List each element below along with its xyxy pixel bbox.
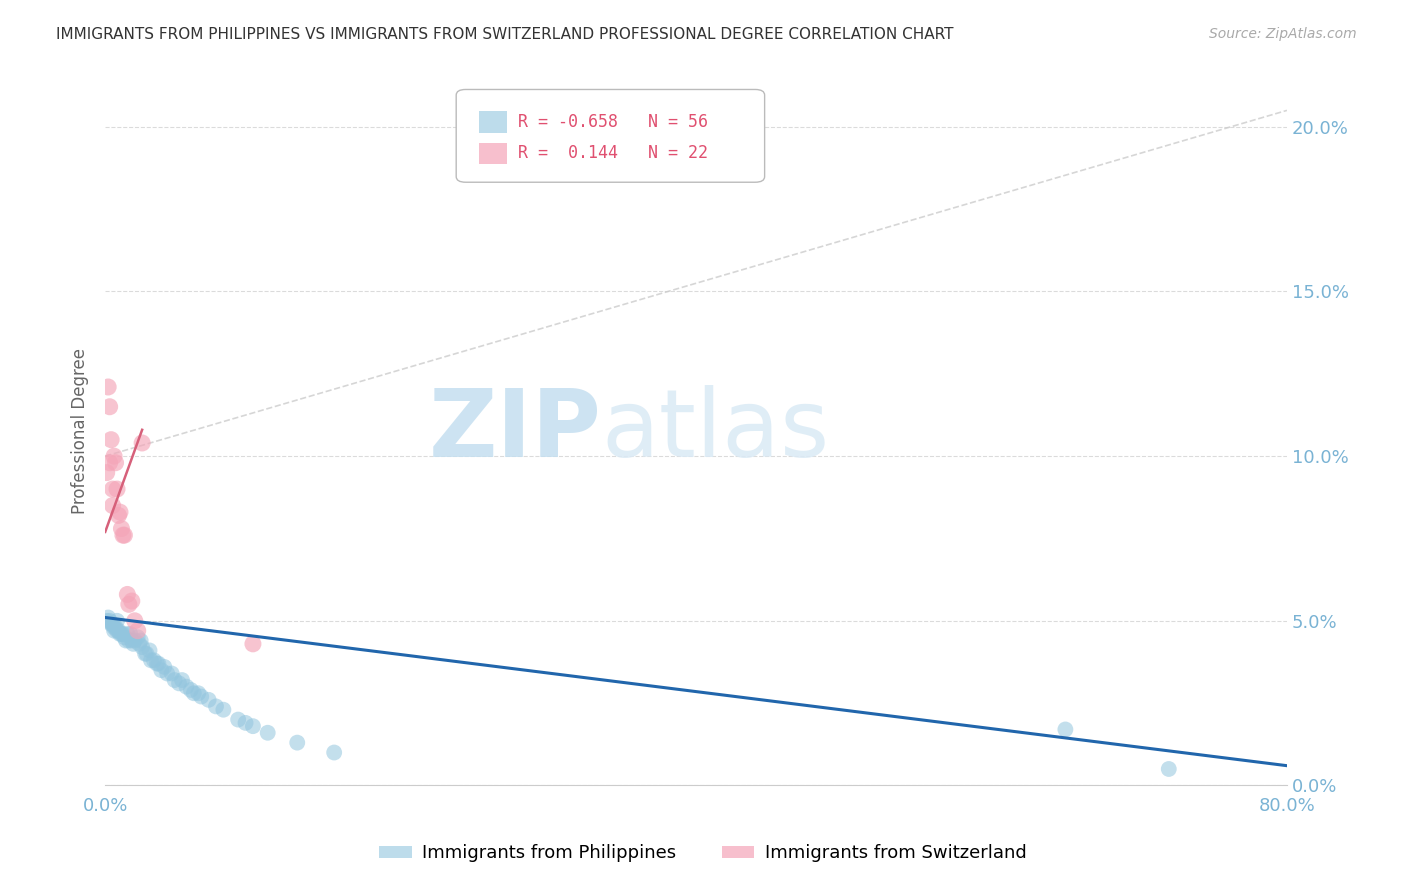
Point [108,627,131,641]
Point [98,456,121,470]
Y-axis label: Professional Degree: Professional Degree [72,349,89,515]
Point [105,482,128,496]
Point [121,594,143,608]
Point [96,466,118,480]
Point [104,456,127,470]
Point [103,624,125,638]
Point [127,630,149,644]
Point [167,676,190,690]
Point [131,436,153,450]
Point [115,633,138,648]
Point [187,686,209,700]
Point [170,673,193,687]
Point [139,653,162,667]
Point [138,643,160,657]
Point [242,719,264,733]
Point [163,673,186,687]
Point [131,640,153,654]
Text: atlas: atlas [602,385,830,477]
Point [146,657,169,671]
Point [104,620,127,634]
Point [101,617,124,632]
Point [122,637,145,651]
Point [124,614,146,628]
FancyBboxPatch shape [478,112,508,133]
Point [103,620,125,634]
Text: R = -0.658   N = 56: R = -0.658 N = 56 [517,113,707,131]
Point [124,633,146,648]
Point [112,528,135,542]
Point [285,736,308,750]
Point [120,627,142,641]
Point [183,686,205,700]
Point [107,508,129,523]
Point [129,633,152,648]
Point [97,610,120,624]
Point [180,682,202,697]
Point [96,614,118,628]
Point [110,627,132,641]
Point [118,633,141,648]
Point [153,660,176,674]
Point [150,663,173,677]
Text: R =  0.144   N = 22: R = 0.144 N = 22 [517,145,707,162]
Point [190,690,212,704]
Point [105,624,128,638]
Point [108,505,131,519]
Point [235,715,257,730]
Point [1157,762,1180,776]
Point [101,482,124,496]
Point [176,680,198,694]
Point [100,433,122,447]
Point [127,624,149,638]
Point [134,647,156,661]
Text: IMMIGRANTS FROM PHILIPPINES VS IMMIGRANTS FROM SWITZERLAND PROFESSIONAL DEGREE C: IMMIGRANTS FROM PHILIPPINES VS IMMIGRANT… [56,27,953,42]
FancyBboxPatch shape [478,143,508,164]
Point [100,617,122,632]
Point [160,666,183,681]
Legend: Immigrants from Philippines, Immigrants from Switzerland: Immigrants from Philippines, Immigrants … [373,838,1033,870]
Point [135,647,157,661]
Text: Source: ZipAtlas.com: Source: ZipAtlas.com [1209,27,1357,41]
Point [107,624,129,638]
FancyBboxPatch shape [456,89,765,182]
Point [197,693,219,707]
Point [111,528,134,542]
Point [143,653,166,667]
Point [148,657,170,671]
Point [117,627,139,641]
Point [97,380,120,394]
Point [110,522,132,536]
Point [118,598,141,612]
Point [98,614,121,628]
Point [323,746,346,760]
Point [121,633,143,648]
Point [111,627,134,641]
Point [156,666,179,681]
Point [256,725,278,739]
Point [128,637,150,651]
Point [117,587,139,601]
Point [205,699,228,714]
Text: ZIP: ZIP [429,385,602,477]
Point [98,400,121,414]
Point [103,449,125,463]
Point [212,703,235,717]
Point [112,630,135,644]
Point [1054,723,1077,737]
Point [226,713,249,727]
Point [242,637,264,651]
Point [105,614,128,628]
Point [101,499,124,513]
